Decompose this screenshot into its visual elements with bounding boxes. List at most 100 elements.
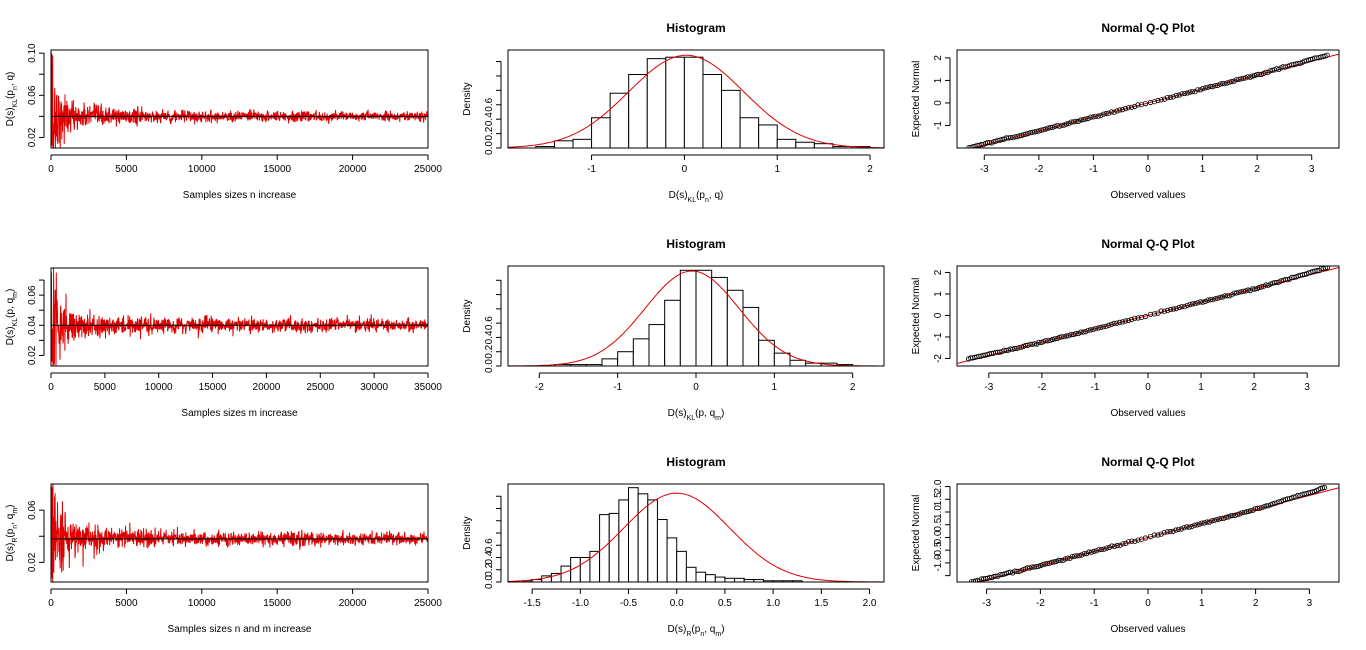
histogram-bar [666, 537, 678, 582]
qq-point [1093, 113, 1099, 119]
y-axis-label: D(s)KL(pn, q) [5, 72, 19, 127]
qq-point [1257, 505, 1263, 511]
qq-point [1168, 306, 1174, 313]
qq-point [1252, 286, 1258, 292]
qq-point [1212, 296, 1218, 302]
y-tick-label: 0.6 [484, 538, 495, 552]
qq-point [1164, 95, 1171, 101]
qq-point [1106, 322, 1112, 328]
histogram-bar [628, 487, 639, 582]
histogram-bar [791, 580, 803, 582]
qq-point [1086, 549, 1092, 555]
y-tick-label: 0.02 [27, 127, 38, 147]
y-tick-label: 0.0 [933, 530, 944, 544]
qq-point [1151, 311, 1158, 317]
qq-point [1063, 333, 1070, 339]
x-tick-label: 0 [1145, 598, 1151, 609]
qq-point [1184, 524, 1190, 530]
x-tick-label: 10000 [188, 598, 216, 609]
plot-frame [50, 483, 429, 583]
qq-point [1197, 299, 1204, 305]
qq-point [1104, 545, 1110, 551]
label-part: (p [691, 624, 700, 635]
qq-point [1189, 523, 1195, 530]
histogram-bar [599, 514, 610, 582]
series-line [51, 53, 428, 148]
qq-point [1161, 308, 1168, 314]
qq-point [1066, 333, 1072, 339]
qq-point [1111, 109, 1117, 115]
y-tick-label: 0.06 [27, 285, 38, 305]
series-line [51, 484, 428, 582]
qq-point [1046, 560, 1053, 566]
qq-point [1070, 331, 1077, 338]
histogram-bar [758, 124, 778, 148]
label-part: ) [721, 624, 724, 635]
qq-point [1314, 267, 1320, 274]
x-tick-label: 5000 [115, 164, 138, 175]
qq-point [1206, 519, 1213, 525]
qq-point [1192, 300, 1198, 306]
histogram-bar [608, 512, 620, 582]
qq-point [1058, 557, 1064, 564]
series-line [51, 268, 428, 366]
qq-point [1222, 81, 1228, 87]
qq-point [1155, 532, 1161, 538]
label-subscript: m [715, 415, 721, 422]
qq-point [1324, 52, 1330, 58]
qq-point [1069, 553, 1075, 560]
chart-title: Histogram [666, 21, 725, 35]
qq-point [1182, 90, 1188, 97]
x-tick-label: 20000 [339, 164, 367, 175]
histogram-bar [553, 140, 574, 148]
qq-point [1122, 318, 1129, 324]
plot-area [51, 268, 428, 366]
x-axis-label: Observed values [1110, 624, 1185, 635]
label-part: D(s) [5, 326, 16, 345]
qq-point [1059, 122, 1065, 128]
x-tick-label: -3 [982, 598, 991, 609]
y-axis-label: Density [462, 516, 473, 549]
x-tick-label: 1 [1198, 382, 1204, 393]
qq-point [1182, 304, 1188, 310]
histogram-bar [648, 324, 666, 366]
qq-point [1223, 514, 1229, 521]
qq-point [1217, 294, 1223, 300]
qq-point [1179, 303, 1185, 310]
density-curve [508, 270, 884, 366]
qq-point [1322, 266, 1328, 271]
qq-point [1179, 91, 1185, 97]
qq-point [1210, 297, 1216, 303]
qq-point [1065, 555, 1071, 561]
y-tick-label: 0.2 [484, 344, 495, 358]
qq-point [1167, 94, 1174, 101]
y-tick-label: 0.2 [484, 562, 495, 576]
plot-frame [956, 483, 1340, 583]
x-tick-label: 20000 [253, 382, 281, 393]
histogram-bar [579, 557, 591, 582]
qq-point [1218, 515, 1224, 521]
qq-point [1161, 96, 1168, 102]
label-part: (p, q [5, 298, 16, 318]
qq-point [1111, 320, 1117, 326]
x-tick-label: 5000 [94, 382, 117, 393]
histogram-bar [572, 138, 593, 148]
x-tick-label: 0.0 [670, 598, 684, 609]
qq-point [1059, 334, 1065, 340]
label-subscript: R [686, 631, 691, 638]
y-tick-label: 0 [933, 100, 944, 106]
qq-point [1202, 85, 1208, 91]
histogram-bar [711, 276, 728, 366]
qq-point [1100, 324, 1107, 330]
qq-point [1165, 307, 1171, 313]
x-tick-label: 15000 [199, 382, 227, 393]
qq-point [1095, 113, 1101, 119]
y-tick-label: 2.0 [933, 479, 944, 493]
qq-point [1229, 78, 1235, 85]
x-tick-label: 2 [1254, 164, 1260, 175]
qq-point [1226, 79, 1233, 85]
qq-point [1194, 522, 1200, 528]
qq-point [1132, 538, 1138, 544]
qq-point [1101, 546, 1107, 552]
chart-r3c1: 0 5000 10000 15000 20000 25000 0.02 0.06 Samples… [5, 483, 442, 635]
